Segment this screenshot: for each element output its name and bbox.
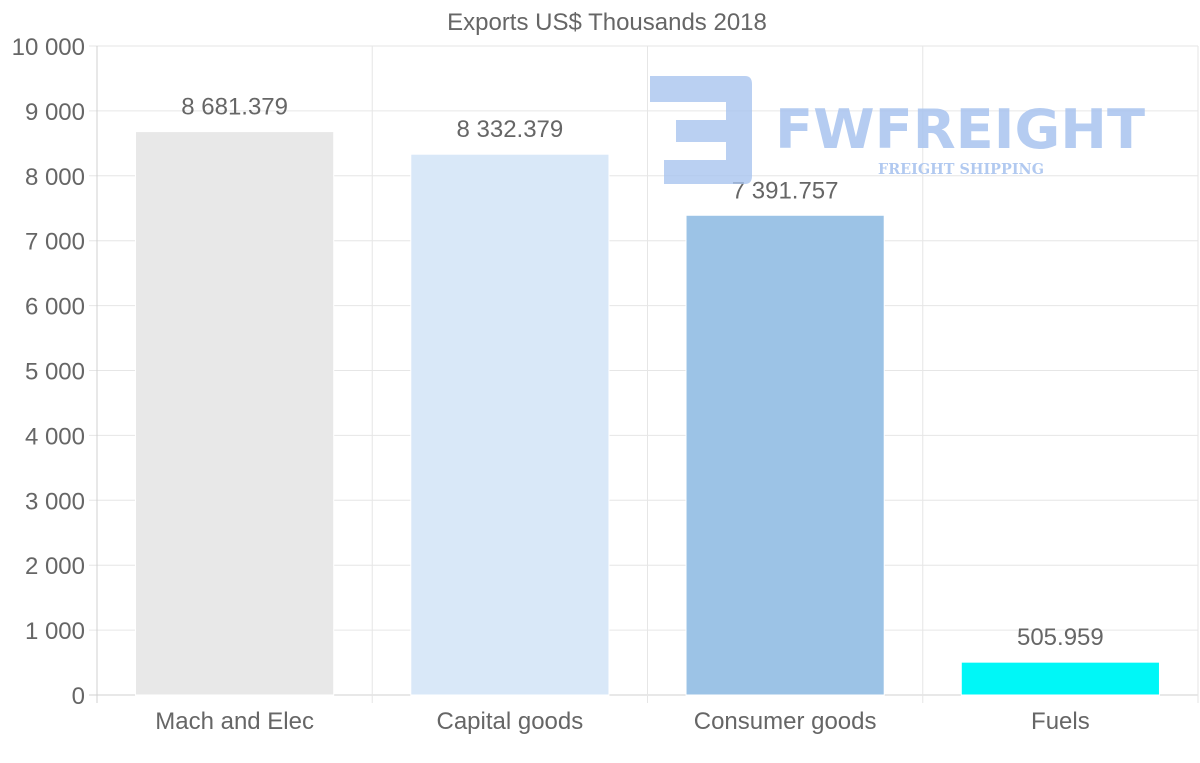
- data-label: 505.959: [1017, 624, 1104, 651]
- bars: [135, 131, 1160, 696]
- fw-logo-icon: [650, 76, 752, 184]
- data-label: 8 681.379: [181, 94, 288, 121]
- bar-consumer-goods: [685, 214, 885, 696]
- bar-fuels: [960, 661, 1160, 696]
- bar-mach-and-elec: [135, 131, 335, 696]
- watermark-brand: FWFREIGHT: [775, 98, 1145, 161]
- y-tick-label: 8 000: [25, 164, 85, 191]
- x-category-label: Mach and Elec: [155, 708, 314, 735]
- bar-capital-goods: [410, 153, 610, 696]
- x-axis-categories: Mach and Elec Capital goods Consumer goods…: [155, 708, 1089, 735]
- y-tick-label: 2 000: [25, 553, 85, 580]
- watermark-logo: FWFREIGHT FREIGHT SHIPPING: [650, 76, 1145, 184]
- y-tick-label: 6 000: [25, 294, 85, 321]
- y-tick-label: 10 000: [12, 34, 85, 61]
- y-axis-ticks: 0 1 000 2 000 3 000 4 000 5 000 6 000 7 000 8 00…: [12, 34, 85, 710]
- watermark-tagline: FREIGHT SHIPPING: [878, 160, 1044, 178]
- x-category-label: Capital goods: [436, 708, 583, 735]
- data-label: 8 332.379: [456, 116, 563, 143]
- x-category-label: Consumer goods: [694, 708, 877, 735]
- y-tick-label: 3 000: [25, 488, 85, 515]
- y-tick-label: 1 000: [25, 618, 85, 645]
- y-tick-label: 7 000: [25, 229, 85, 256]
- y-tick-label: 9 000: [25, 99, 85, 126]
- y-tick-label: 0: [72, 683, 85, 710]
- y-tick-label: 4 000: [25, 423, 85, 450]
- chart-title: Exports US$ Thousands 2018: [447, 9, 767, 36]
- y-tick-label: 5 000: [25, 359, 85, 386]
- x-category-label: Fuels: [1031, 708, 1090, 735]
